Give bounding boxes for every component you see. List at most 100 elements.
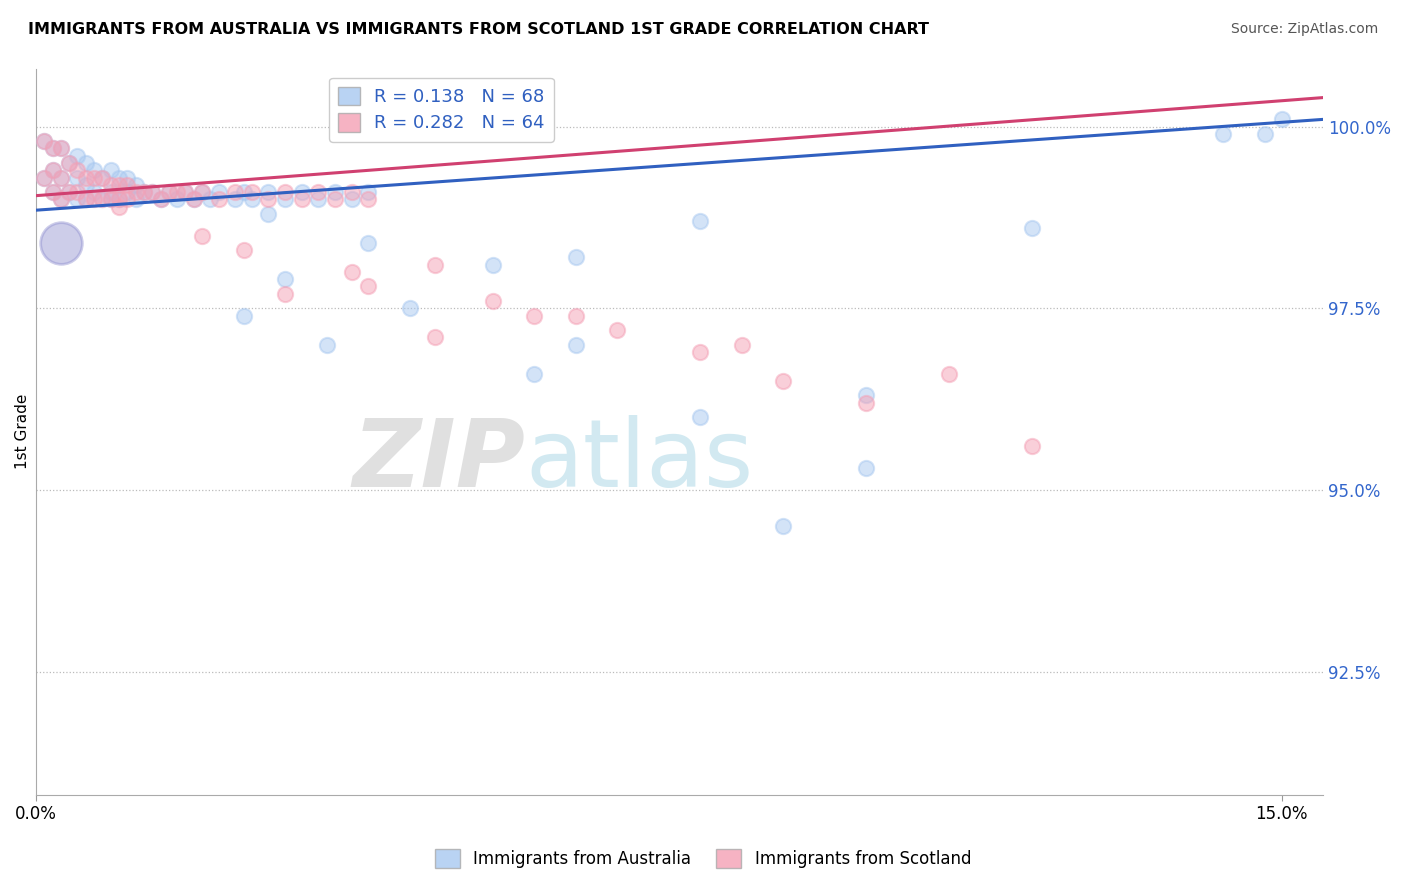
- Point: [564, 251, 586, 265]
- Point: [108, 178, 131, 192]
- Point: [91, 192, 114, 206]
- Point: [855, 395, 877, 409]
- Point: [232, 309, 254, 323]
- Point: [141, 185, 163, 199]
- Text: Source: ZipAtlas.com: Source: ZipAtlas.com: [1230, 22, 1378, 37]
- Point: [323, 192, 346, 206]
- Point: [83, 163, 105, 178]
- Point: [75, 178, 97, 192]
- Point: [855, 461, 877, 475]
- Point: [855, 388, 877, 402]
- Point: [689, 214, 711, 228]
- Point: [149, 192, 172, 206]
- Point: [117, 192, 139, 206]
- Point: [149, 192, 172, 206]
- Point: [49, 192, 72, 206]
- Point: [240, 185, 263, 199]
- Point: [523, 367, 546, 381]
- Point: [132, 185, 155, 199]
- Point: [166, 192, 188, 206]
- Point: [257, 185, 280, 199]
- Point: [66, 163, 89, 178]
- Point: [323, 185, 346, 199]
- Point: [83, 170, 105, 185]
- Point: [49, 141, 72, 155]
- Point: [174, 185, 197, 199]
- Point: [83, 185, 105, 199]
- Point: [75, 156, 97, 170]
- Point: [41, 141, 63, 155]
- Point: [191, 228, 214, 243]
- Point: [564, 309, 586, 323]
- Point: [100, 192, 122, 206]
- Point: [183, 192, 205, 206]
- Point: [100, 192, 122, 206]
- Point: [32, 170, 55, 185]
- Point: [340, 185, 363, 199]
- Point: [32, 134, 55, 148]
- Point: [58, 185, 80, 199]
- Legend: Immigrants from Australia, Immigrants from Scotland: Immigrants from Australia, Immigrants fr…: [429, 843, 977, 875]
- Point: [291, 192, 314, 206]
- Point: [49, 141, 72, 155]
- Point: [32, 134, 55, 148]
- Point: [66, 192, 89, 206]
- Point: [357, 279, 380, 293]
- Point: [1021, 221, 1043, 235]
- Point: [307, 185, 329, 199]
- Y-axis label: 1st Grade: 1st Grade: [15, 394, 31, 469]
- Point: [481, 293, 503, 308]
- Point: [938, 367, 960, 381]
- Point: [174, 185, 197, 199]
- Point: [523, 309, 546, 323]
- Point: [398, 301, 420, 316]
- Point: [240, 192, 263, 206]
- Point: [208, 185, 231, 199]
- Point: [124, 192, 146, 206]
- Legend: R = 0.138   N = 68, R = 0.282   N = 64: R = 0.138 N = 68, R = 0.282 N = 64: [329, 78, 554, 142]
- Point: [41, 141, 63, 155]
- Point: [1271, 112, 1294, 127]
- Point: [108, 192, 131, 206]
- Point: [75, 170, 97, 185]
- Point: [1254, 127, 1277, 141]
- Point: [58, 156, 80, 170]
- Text: atlas: atlas: [524, 415, 754, 507]
- Point: [75, 192, 97, 206]
- Point: [274, 286, 297, 301]
- Point: [100, 163, 122, 178]
- Point: [224, 192, 246, 206]
- Point: [224, 185, 246, 199]
- Point: [564, 337, 586, 351]
- Point: [141, 185, 163, 199]
- Text: ZIP: ZIP: [352, 415, 524, 507]
- Point: [307, 192, 329, 206]
- Point: [232, 243, 254, 257]
- Point: [166, 185, 188, 199]
- Text: IMMIGRANTS FROM AUSTRALIA VS IMMIGRANTS FROM SCOTLAND 1ST GRADE CORRELATION CHAR: IMMIGRANTS FROM AUSTRALIA VS IMMIGRANTS …: [28, 22, 929, 37]
- Point: [49, 235, 72, 250]
- Point: [32, 170, 55, 185]
- Point: [423, 258, 446, 272]
- Point: [257, 207, 280, 221]
- Point: [41, 163, 63, 178]
- Point: [689, 410, 711, 425]
- Point: [108, 192, 131, 206]
- Point: [75, 192, 97, 206]
- Point: [66, 185, 89, 199]
- Point: [340, 265, 363, 279]
- Point: [423, 330, 446, 344]
- Point: [274, 192, 297, 206]
- Point: [124, 185, 146, 199]
- Point: [100, 178, 122, 192]
- Point: [315, 337, 337, 351]
- Point: [108, 170, 131, 185]
- Point: [108, 200, 131, 214]
- Point: [291, 185, 314, 199]
- Point: [41, 185, 63, 199]
- Point: [274, 272, 297, 286]
- Point: [91, 170, 114, 185]
- Point: [183, 192, 205, 206]
- Point: [100, 185, 122, 199]
- Point: [232, 185, 254, 199]
